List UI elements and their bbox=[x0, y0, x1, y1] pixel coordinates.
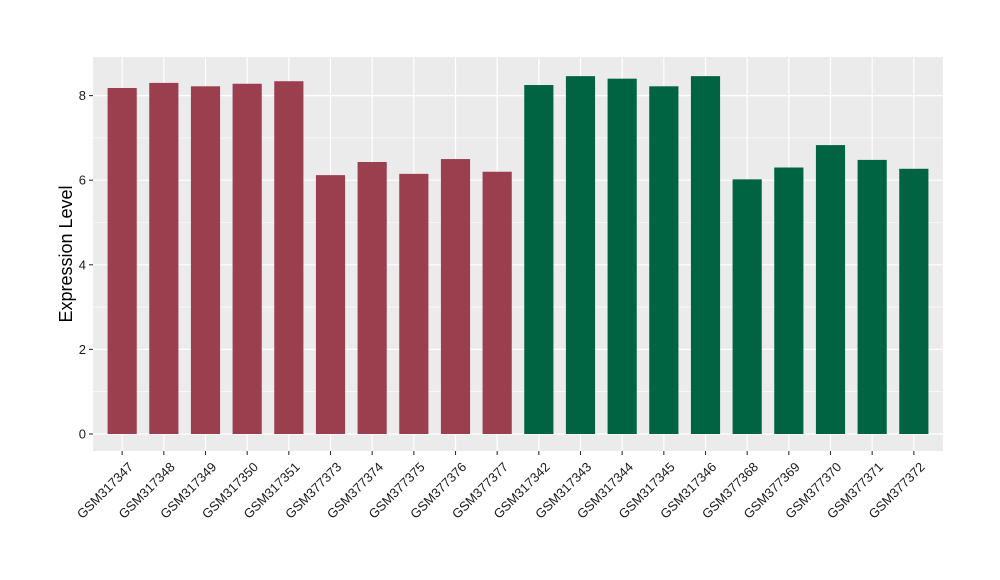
bar-gsm317345 bbox=[649, 86, 679, 434]
bar-gsm317348 bbox=[149, 82, 179, 434]
y-axis: 0 2 4 6 8 bbox=[79, 88, 93, 442]
y-axis-title: Expression Level bbox=[56, 185, 76, 322]
bar-gsm317343 bbox=[565, 76, 596, 434]
bar-gsm377377 bbox=[482, 171, 512, 435]
y-tick-label: 6 bbox=[79, 173, 86, 188]
bar-gsm377373 bbox=[315, 175, 346, 434]
bar-gsm377376 bbox=[440, 159, 471, 435]
bar-gsm317342 bbox=[524, 85, 554, 435]
bar-gsm377375 bbox=[399, 173, 429, 435]
y-tick-label: 8 bbox=[79, 88, 86, 103]
bar-gsm317347 bbox=[107, 87, 137, 435]
bars bbox=[107, 76, 929, 435]
bar-gsm377372 bbox=[899, 168, 929, 435]
y-tick-label: 2 bbox=[79, 342, 86, 357]
bar-gsm317350 bbox=[232, 83, 262, 435]
y-tick-label: 4 bbox=[79, 257, 86, 272]
bar-gsm377369 bbox=[774, 167, 804, 434]
bar-gsm317346 bbox=[690, 76, 721, 434]
bar-gsm377370 bbox=[815, 145, 846, 434]
bar-gsm317351 bbox=[274, 81, 304, 434]
bar-gsm317344 bbox=[607, 78, 637, 435]
y-tick-label: 0 bbox=[79, 427, 86, 442]
bar-gsm377374 bbox=[357, 162, 387, 435]
x-axis: GSM317347GSM317348GSM317349GSM317350GSM3… bbox=[74, 451, 928, 522]
bar-gsm377368 bbox=[732, 179, 762, 434]
bar-gsm317349 bbox=[190, 86, 221, 434]
bar-gsm377371 bbox=[857, 159, 887, 434]
